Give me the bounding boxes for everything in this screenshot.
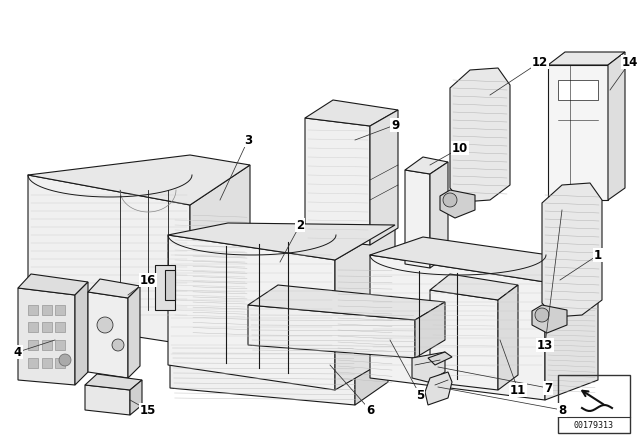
Text: 2: 2 (296, 219, 304, 232)
Polygon shape (170, 316, 388, 358)
Polygon shape (18, 274, 88, 295)
Polygon shape (498, 285, 518, 390)
Polygon shape (430, 290, 498, 390)
Text: 16: 16 (140, 273, 156, 287)
Polygon shape (450, 68, 510, 202)
Text: 3: 3 (244, 134, 252, 146)
Polygon shape (425, 372, 452, 405)
Circle shape (443, 193, 457, 207)
Bar (28, 322, 38, 332)
Polygon shape (128, 286, 140, 378)
Text: 1: 1 (594, 249, 602, 262)
Polygon shape (440, 190, 475, 218)
Bar (28, 340, 38, 350)
Polygon shape (430, 162, 448, 268)
Polygon shape (608, 52, 625, 200)
Bar (42, 340, 52, 350)
Polygon shape (155, 265, 175, 310)
Polygon shape (170, 340, 355, 405)
Bar (28, 358, 38, 368)
Bar (55, 340, 65, 350)
Polygon shape (28, 175, 190, 345)
Polygon shape (405, 170, 430, 268)
Polygon shape (305, 100, 398, 126)
Text: 7: 7 (544, 382, 552, 395)
Circle shape (535, 308, 549, 322)
Polygon shape (130, 380, 142, 415)
Polygon shape (248, 285, 445, 320)
Polygon shape (88, 292, 128, 378)
Polygon shape (412, 352, 445, 382)
Polygon shape (548, 65, 608, 200)
Polygon shape (85, 385, 130, 415)
Polygon shape (75, 282, 88, 385)
Polygon shape (542, 183, 602, 317)
Text: 15: 15 (140, 404, 156, 417)
Text: 5: 5 (416, 388, 424, 401)
Text: 10: 10 (452, 142, 468, 155)
Polygon shape (428, 352, 452, 365)
Polygon shape (248, 305, 415, 358)
Polygon shape (355, 336, 388, 405)
Polygon shape (190, 165, 250, 345)
Text: 11: 11 (510, 383, 526, 396)
Polygon shape (405, 157, 448, 174)
Bar (558, 375, 630, 433)
Circle shape (112, 339, 124, 351)
Text: 9: 9 (391, 119, 399, 132)
Bar (28, 305, 38, 315)
Polygon shape (370, 237, 598, 282)
Polygon shape (88, 279, 140, 298)
Polygon shape (168, 235, 335, 390)
Polygon shape (415, 302, 445, 358)
Polygon shape (370, 110, 398, 245)
Bar (42, 358, 52, 368)
Polygon shape (18, 288, 75, 385)
Polygon shape (168, 223, 395, 260)
Polygon shape (548, 52, 625, 65)
Bar (55, 322, 65, 332)
Text: 8: 8 (558, 404, 566, 417)
Circle shape (59, 354, 71, 366)
Polygon shape (430, 274, 518, 300)
Bar (42, 305, 52, 315)
Text: 12: 12 (532, 56, 548, 69)
Polygon shape (305, 118, 370, 245)
Polygon shape (165, 270, 175, 300)
Polygon shape (558, 80, 598, 100)
Polygon shape (370, 255, 545, 400)
Bar (55, 358, 65, 368)
Text: 13: 13 (537, 339, 553, 352)
Polygon shape (335, 225, 395, 390)
Bar (55, 305, 65, 315)
Text: 4: 4 (14, 345, 22, 358)
Text: 6: 6 (366, 404, 374, 417)
Polygon shape (28, 155, 250, 205)
Polygon shape (85, 374, 142, 390)
Bar (42, 322, 52, 332)
Text: 14: 14 (622, 56, 638, 69)
Polygon shape (532, 305, 567, 333)
Text: 00179313: 00179313 (574, 421, 614, 430)
Polygon shape (545, 262, 598, 400)
Circle shape (97, 317, 113, 333)
